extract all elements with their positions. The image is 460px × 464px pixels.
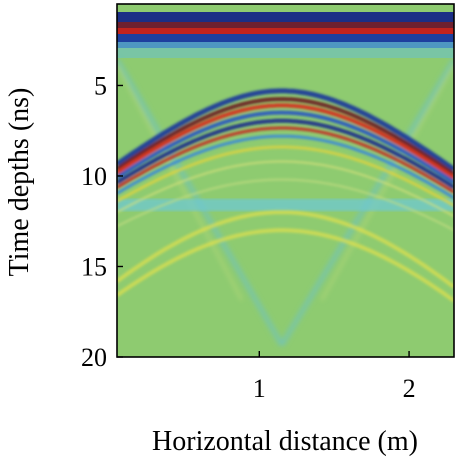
hyperbola-reflection — [117, 88, 454, 172]
y-tick-label: 5 — [94, 71, 107, 100]
y-axis-label: Time depths (ns) — [4, 88, 35, 277]
hyperbola-reflection — [117, 228, 454, 303]
horizontal-band-layer — [117, 198, 454, 211]
hyperbola-reflection — [117, 126, 454, 194]
hyperbola-reflection — [117, 110, 454, 184]
y-axis-ticks: 5 10 15 20 — [81, 71, 123, 372]
hyperbola-reflection — [117, 118, 454, 190]
hyperbola-reflection — [117, 210, 454, 289]
hyperbola-reflection — [117, 145, 454, 207]
direct-wave-band — [117, 22, 454, 28]
x-tick-label: 2 — [403, 374, 416, 403]
hyperbola-reflection — [117, 160, 454, 218]
direct-wave-band — [117, 42, 454, 48]
y-tick-label: 20 — [81, 343, 107, 372]
radargram-image — [117, 4, 454, 357]
direct-wave-band — [117, 28, 454, 34]
direct-wave-band — [117, 48, 454, 58]
direct-wave-band — [117, 12, 454, 22]
hyperbola-reflection — [117, 134, 454, 200]
y-tick-label: 15 — [81, 252, 107, 281]
faint-reflection-line — [320, 64, 454, 301]
horizontal-band — [117, 198, 454, 211]
direct-wave-layer — [117, 12, 454, 58]
hyperbola-layer — [117, 88, 454, 303]
x-axis-label: Horizontal distance (m) — [152, 426, 418, 457]
direct-wave-band — [117, 34, 454, 42]
hyperbola-reflection — [117, 178, 454, 232]
x-tick-label: 1 — [253, 374, 266, 403]
plot-frame — [116, 3, 455, 358]
hyperbola-reflection — [117, 103, 454, 180]
y-tick-label: 10 — [81, 162, 107, 191]
hyperbola-reflection — [117, 96, 454, 176]
